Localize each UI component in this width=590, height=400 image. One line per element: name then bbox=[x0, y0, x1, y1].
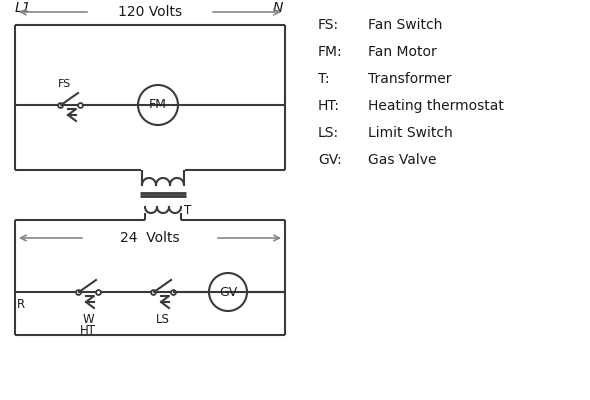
Text: Fan Motor: Fan Motor bbox=[368, 45, 437, 59]
Text: HT:: HT: bbox=[318, 99, 340, 113]
Text: Gas Valve: Gas Valve bbox=[368, 153, 437, 167]
Text: LS: LS bbox=[156, 313, 170, 326]
Text: FS: FS bbox=[58, 79, 71, 89]
Text: LS:: LS: bbox=[318, 126, 339, 140]
Text: Limit Switch: Limit Switch bbox=[368, 126, 453, 140]
Text: GV: GV bbox=[219, 286, 237, 298]
Text: 120 Volts: 120 Volts bbox=[118, 5, 182, 19]
Text: FM: FM bbox=[149, 98, 167, 112]
Text: W: W bbox=[82, 313, 94, 326]
Text: GV:: GV: bbox=[318, 153, 342, 167]
Text: T:: T: bbox=[318, 72, 330, 86]
Text: FM:: FM: bbox=[318, 45, 343, 59]
Text: N: N bbox=[273, 1, 283, 15]
Text: Heating thermostat: Heating thermostat bbox=[368, 99, 504, 113]
Text: R: R bbox=[17, 298, 25, 311]
Text: 24  Volts: 24 Volts bbox=[120, 231, 180, 245]
Text: L1: L1 bbox=[15, 1, 32, 15]
Text: HT: HT bbox=[80, 324, 96, 337]
Text: T: T bbox=[184, 204, 191, 216]
Text: Transformer: Transformer bbox=[368, 72, 451, 86]
Text: FS:: FS: bbox=[318, 18, 339, 32]
Text: Fan Switch: Fan Switch bbox=[368, 18, 442, 32]
